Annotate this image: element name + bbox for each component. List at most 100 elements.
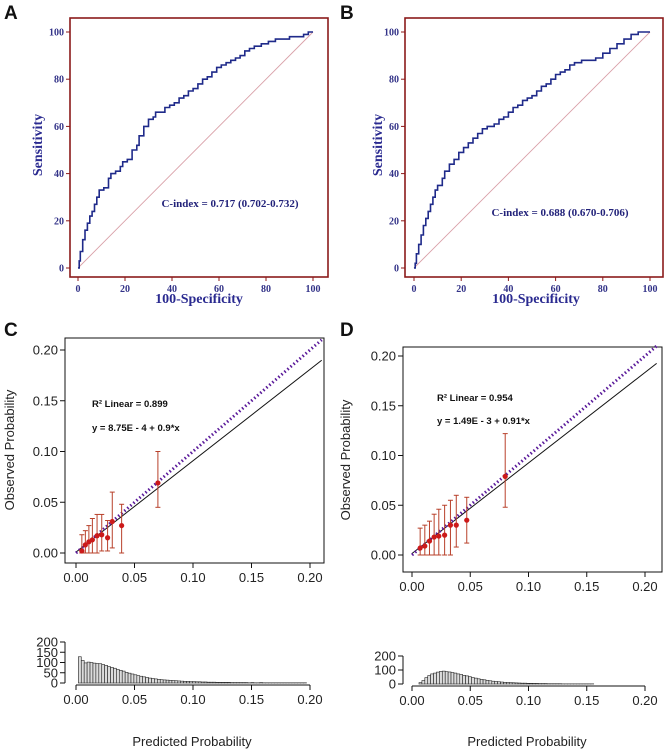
cal-d-ytick-label: 0.05 (371, 498, 396, 513)
cal-d-hist-bar (491, 680, 496, 685)
cal-c-frame (64, 337, 325, 564)
roc-a-xtick-label: 100 (306, 284, 321, 295)
calibration-chart-d: Observed Probability R² Linear = 0.954 y… (338, 344, 663, 749)
roc-a-xtick-label: 20 (120, 284, 130, 295)
cal-c-xtick-label: 0.20 (297, 570, 322, 585)
cal-d-hist-bar (418, 682, 423, 685)
cal-c-hist-bar (124, 672, 129, 684)
roc-b-ytick-label: 60 (389, 122, 399, 133)
cal-c-hist-bar (200, 681, 205, 684)
cal-d-hist-bar (430, 673, 434, 685)
cal-c-point (99, 532, 105, 538)
roc-b-xtick-label: 40 (503, 284, 513, 295)
cal-c-ytick-label: 0.00 (33, 546, 58, 561)
cal-d-ylabel: Observed Probability (338, 399, 353, 520)
cal-d-hist-bar (485, 680, 490, 685)
cal-c-hist-bar (78, 656, 82, 684)
cal-c-hist-ytick-label: 50 (44, 665, 58, 680)
roc-b-cindex: C-index = 0.688 (0.670-0.706) (491, 207, 628, 219)
cal-c-hist-bar (92, 662, 97, 684)
cal-c-hist-ytick-label: 200 (36, 635, 58, 650)
cal-c-hist-bar (157, 679, 161, 684)
cal-d-point (447, 522, 454, 528)
cal-d-xtick-label: 0.20 (632, 579, 657, 594)
cal-d-hist-bar (520, 682, 525, 685)
cal-d-hist-bar (508, 682, 513, 685)
cal-c-hist-bar (224, 682, 228, 684)
cal-d-xtick-label: 0.05 (458, 579, 483, 594)
cal-d-hist-bar (503, 682, 507, 685)
cal-c-hist-ytick-label: 150 (36, 645, 58, 660)
cal-c-hist-bar (151, 678, 155, 684)
cal-c-hist-xtick-label: 0.05 (122, 692, 147, 707)
cal-c-hist-xtick-label: 0.00 (63, 692, 88, 707)
cal-c-hist-bar (180, 680, 184, 684)
cal-d-hist-bar (471, 677, 475, 685)
roc-b-curve (414, 31, 650, 269)
cal-c-r2: R² Linear = 0.899 (92, 399, 168, 410)
roc-chart-a: Sensitivity 100-Specificity C-index = 0.… (31, 17, 329, 307)
cal-c-hist-bar (113, 667, 117, 684)
roc-a-ytick-label: 100 (49, 28, 64, 39)
roc-b-ytick-label: 20 (389, 216, 399, 227)
cal-c-hist-bar (177, 680, 182, 684)
cal-d-xtick-label: 0.00 (399, 579, 424, 594)
cal-c-hist-bar (95, 663, 100, 684)
roc-b-ytick-label: 0 (394, 264, 399, 275)
cal-d-hist-bar (447, 671, 452, 685)
cal-d-hist-xtick-label: 0.05 (458, 693, 483, 708)
cal-d-hist-bar (468, 676, 472, 685)
cal-c-hist-bar (221, 682, 225, 684)
roc-chart-b: Sensitivity 100-Specificity C-index = 0.… (371, 17, 664, 307)
cal-c-hist-bar (142, 676, 146, 684)
cal-c-hist-bar (165, 679, 170, 684)
cal-d-ytick-label: 0.00 (371, 548, 396, 563)
cal-c-xtick-label: 0.00 (63, 570, 88, 585)
roc-a-frame (69, 17, 329, 278)
cal-d-hist-bar (526, 682, 530, 685)
cal-c-hist-xtick-label: 0.10 (180, 692, 205, 707)
cal-c-hist-bar (189, 681, 193, 684)
cal-c-hist-bar (171, 680, 176, 684)
cal-d-hist-bar (450, 672, 455, 685)
cal-c-equation: y = 8.75E - 4 + 0.9*x (92, 423, 180, 434)
cal-c-ytick-label: 0.15 (33, 393, 58, 408)
cal-d-hist-bar (444, 671, 449, 685)
cal-d-hist-xtick-label: 0.00 (399, 693, 424, 708)
cal-c-hist-bar (101, 664, 105, 684)
cal-d-hist-bar (514, 682, 519, 685)
cal-d-hist-bar (439, 671, 443, 685)
cal-c-hist-bar (206, 681, 211, 684)
roc-a-xtick-label: 0 (76, 284, 81, 295)
cal-d-xtick-label: 0.15 (574, 579, 599, 594)
cal-d-hist-xtick-label: 0.10 (516, 693, 541, 708)
cal-c-point (119, 522, 125, 529)
cal-d-ytick-label: 0.20 (371, 349, 396, 364)
cal-c-xtick-label: 0.05 (122, 570, 147, 585)
cal-c-point (79, 548, 85, 554)
roc-a-ytick-label: 40 (54, 169, 64, 180)
roc-a-ytick-label: 80 (54, 75, 64, 86)
cal-d-hist-bar (494, 681, 498, 685)
cal-c-hist-bar (203, 681, 208, 684)
cal-d-xlabel: Predicted Probability (467, 734, 587, 749)
cal-c-xtick-label: 0.15 (239, 570, 264, 585)
roc-a-xtick-label: 40 (167, 284, 177, 295)
cal-d-point (431, 534, 437, 540)
cal-d-hist-bar (479, 679, 484, 685)
roc-b-xtick-label: 80 (598, 284, 608, 295)
cal-d-ytick-label: 0.10 (371, 448, 396, 463)
cal-c-hist-bar (159, 679, 164, 684)
roc-a-xtick-label: 80 (261, 284, 271, 295)
roc-a-curve (78, 31, 313, 269)
roc-b-xlabel: 100-Specificity (492, 292, 580, 307)
cal-c-hist-bar (195, 681, 199, 684)
cal-c-hist-bar (218, 682, 222, 684)
cal-d-point (502, 473, 508, 479)
cal-d-hist-bar (517, 682, 522, 685)
cal-c-hist-bar (227, 682, 231, 684)
cal-c-hist-bar (130, 673, 135, 684)
cal-c-hist-bar (145, 677, 149, 684)
cal-c-xtick-label: 0.10 (180, 570, 205, 585)
